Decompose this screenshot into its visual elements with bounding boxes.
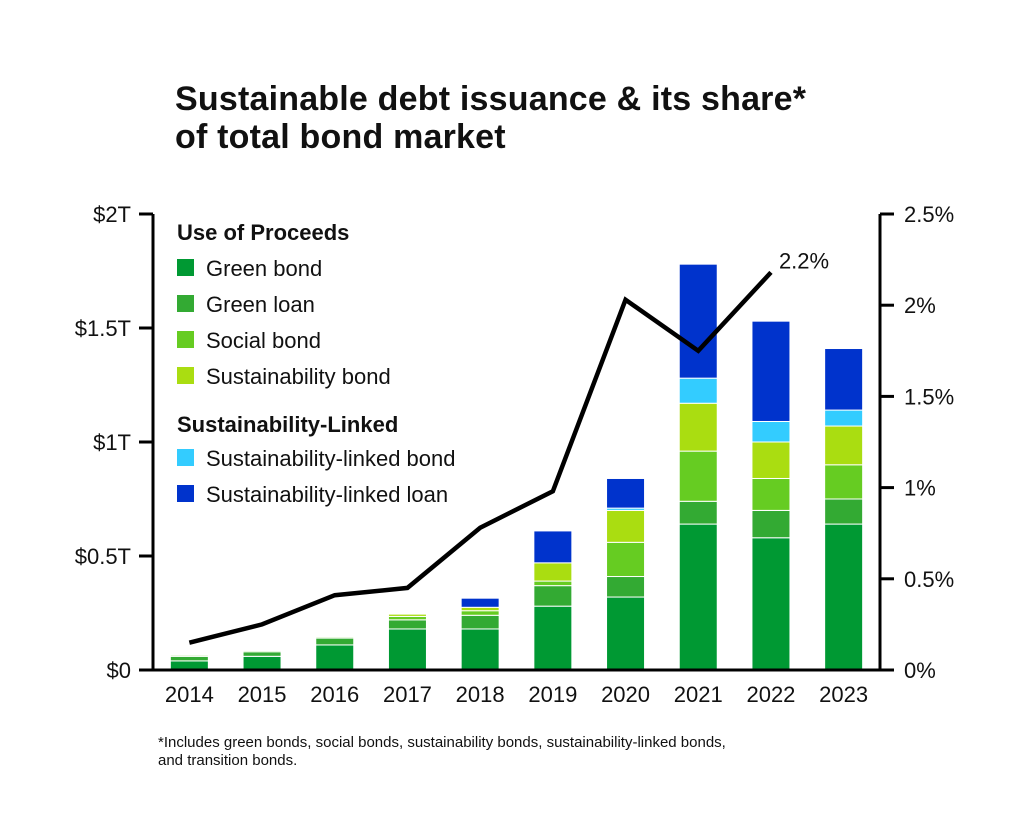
bar-segment-2018-s5 [460,597,500,608]
bar-segment-2015-s0 [242,655,282,671]
bar-segment-2018-s3 [460,606,500,612]
x-tick-label-2023: 2023 [819,682,868,707]
bar-segment-2022-s5 [751,320,791,422]
legend-swatch-3 [177,367,194,384]
right-tick-label-2: 1% [904,476,936,501]
bar-segment-2014-s1 [169,655,209,662]
bar-segment-2021-s5 [678,263,718,379]
left-tick-label-1: $0.5T [75,544,131,569]
bar-segment-2020-s0 [606,596,646,671]
x-tick-label-2016: 2016 [310,682,359,707]
share-line-layer: 2.2% [188,248,829,645]
legend-group-1-title: Use of Proceeds [177,220,349,245]
bar-segment-2016-s0 [315,644,355,671]
bar-segment-2014-s2 [169,654,209,657]
bar-segment-2020-s5 [606,477,646,509]
x-tick-label-2018: 2018 [456,682,505,707]
legend-label-2: Social bond [206,328,321,353]
legend-label-0: Green bond [206,256,322,281]
x-tick-label-2022: 2022 [746,682,795,707]
bar-segment-2018-s1 [460,614,500,630]
chart-title-line-2: of total bond market [175,118,506,156]
x-tick-label-2017: 2017 [383,682,432,707]
bar-segment-2023-s4 [824,409,864,427]
legend-swatch-0 [177,259,194,276]
x-tick-label-2014: 2014 [165,682,214,707]
bar-segment-2021-s2 [678,450,718,502]
legend-label-5: Sustainability-linked loan [206,482,448,507]
bar-segment-2023-s5 [824,348,864,411]
bar-segment-2022-s1 [751,509,791,539]
bar-segment-2022-s4 [751,420,791,443]
bar-segment-2019-s5 [533,530,573,564]
bar-segment-2023-s1 [824,498,864,525]
x-tick-label-2015: 2015 [238,682,287,707]
bar-segment-2019-s0 [533,605,573,671]
legend-label-1: Green loan [206,292,315,317]
footnote: *Includes green bonds, social bonds, sus… [158,734,918,770]
bar-segment-2016-s2 [315,636,355,639]
bar-segment-2018-s2 [460,610,500,616]
bar-segment-2022-s2 [751,477,791,511]
bar-segment-2021-s0 [678,523,718,671]
bar-segment-2022-s0 [751,537,791,671]
legend-swatch-1 [177,295,194,312]
bar-segment-2023-s0 [824,523,864,671]
legend-group-2-title: Sustainability-Linked [177,412,398,437]
bar-segment-2017-s1 [387,619,427,630]
chart-title-line-1: Sustainable debt issuance & its share* [175,80,807,118]
bar-segment-2019-s1 [533,585,573,607]
legend-label-4: Sustainability-linked bond [206,446,456,471]
legend-label-3: Sustainability bond [206,364,391,389]
x-tick-label-2019: 2019 [528,682,577,707]
bar-segment-2015-s2 [242,650,282,653]
legend-swatch-5 [177,485,194,502]
bar-segment-2023-s3 [824,425,864,466]
left-tick-label-4: $2T [93,202,131,227]
left-tick-label-3: $1.5T [75,316,131,341]
left-tick-label-2: $1T [93,430,131,455]
bar-segment-2017-s0 [387,628,427,671]
bar-segment-2017-s2 [387,615,427,621]
legend: Use of Proceeds Sustainability-Linked Gree… [177,220,456,507]
right-tick-label-5: 2.5% [904,202,954,227]
share-line-end-label: 2.2% [779,248,829,273]
right-tick-label-0: 0% [904,658,936,683]
footnote-line-1: *Includes green bonds, social bonds, sus… [158,734,726,751]
legend-swatch-4 [177,449,194,466]
bar-segment-2020-s2 [606,541,646,578]
left-tick-label-0: $0 [107,658,131,683]
bar-segment-2023-s2 [824,464,864,500]
x-tick-label-2020: 2020 [601,682,650,707]
bar-segment-2016-s1 [315,637,355,646]
bar-segment-2017-s3 [387,613,427,617]
bar-segment-2020-s1 [606,576,646,598]
bar-segment-2020-s3 [606,509,646,543]
right-tick-label-3: 1.5% [904,384,954,409]
footnote-line-2: and transition bonds. [158,752,298,769]
bar-segment-2019-s2 [533,580,573,587]
bar-segment-2019-s3 [533,562,573,582]
chart-title: Sustainable debt issuance & its share* o… [175,80,935,156]
bar-segment-2021-s1 [678,500,718,525]
bar-segment-2021-s3 [678,402,718,452]
bar-group [169,263,864,671]
bar-segment-2018-s0 [460,628,500,671]
x-tick-label-2021: 2021 [674,682,723,707]
bar-segment-2021-s4 [678,377,718,404]
bar-segment-2015-s1 [242,651,282,657]
axes-group: $0 $0.5T $1T $1.5T $2T 0% 0.5% 1% 1.5% 2% 2.5% 2014… [75,202,954,707]
right-tick-label-4: 2% [904,293,936,318]
right-tick-label-1: 0.5% [904,567,954,592]
legend-swatch-2 [177,331,194,348]
bar-segment-2022-s3 [751,441,791,479]
